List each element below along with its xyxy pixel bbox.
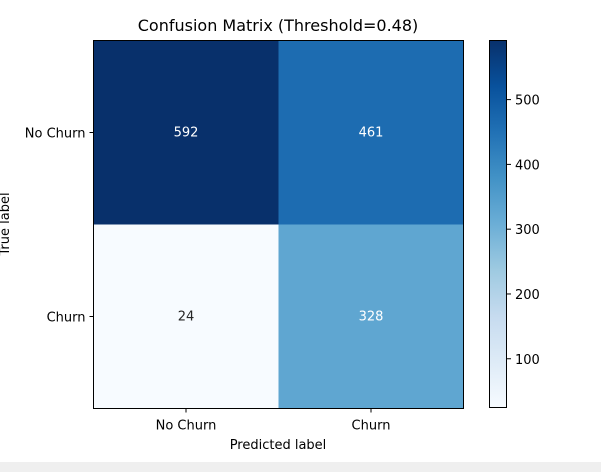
x-axis: No Churn Churn [156, 408, 391, 434]
colorbar-ticks: 100 200 300 400 500 [507, 94, 540, 368]
colorbar-tick-label: 100 [515, 353, 540, 368]
cell-value-true-no-churn-pred-no-churn: 592 [174, 126, 199, 141]
plot-frame [93, 40, 464, 409]
cell-true-no-churn-pred-no-churn [93, 40, 279, 225]
cell-true-no-churn-pred-churn [278, 40, 464, 225]
y-tick-label: No Churn [25, 127, 86, 142]
y-axis: No Churn Churn [25, 127, 94, 326]
x-axis-label: Predicted label [230, 438, 327, 453]
matrix-cells [93, 40, 464, 409]
cell-true-churn-pred-no-churn [93, 224, 279, 409]
colorbar-tick-label: 300 [515, 223, 540, 238]
y-tick-label: Churn [47, 311, 86, 326]
colorbar-tick-label: 200 [515, 288, 540, 303]
cell-value-true-churn-pred-no-churn: 24 [178, 310, 195, 325]
chart-title: Confusion Matrix (Threshold=0.48) [138, 16, 419, 35]
cell-value-true-churn-pred-churn: 328 [359, 310, 384, 325]
colorbar [489, 40, 507, 408]
colorbar-tick-label: 400 [515, 158, 540, 173]
window-bottom-bar [0, 462, 601, 472]
colorbar-frame [489, 40, 507, 408]
y-axis-label: True label [0, 192, 13, 256]
x-tick-label: Churn [352, 419, 391, 434]
cell-value-true-no-churn-pred-churn: 461 [359, 126, 384, 141]
colorbar-tick-label: 500 [515, 94, 540, 109]
matrix-cell-labels: 592 461 24 328 [174, 126, 384, 325]
x-tick-label: No Churn [156, 419, 217, 434]
cell-true-churn-pred-churn [278, 224, 464, 409]
